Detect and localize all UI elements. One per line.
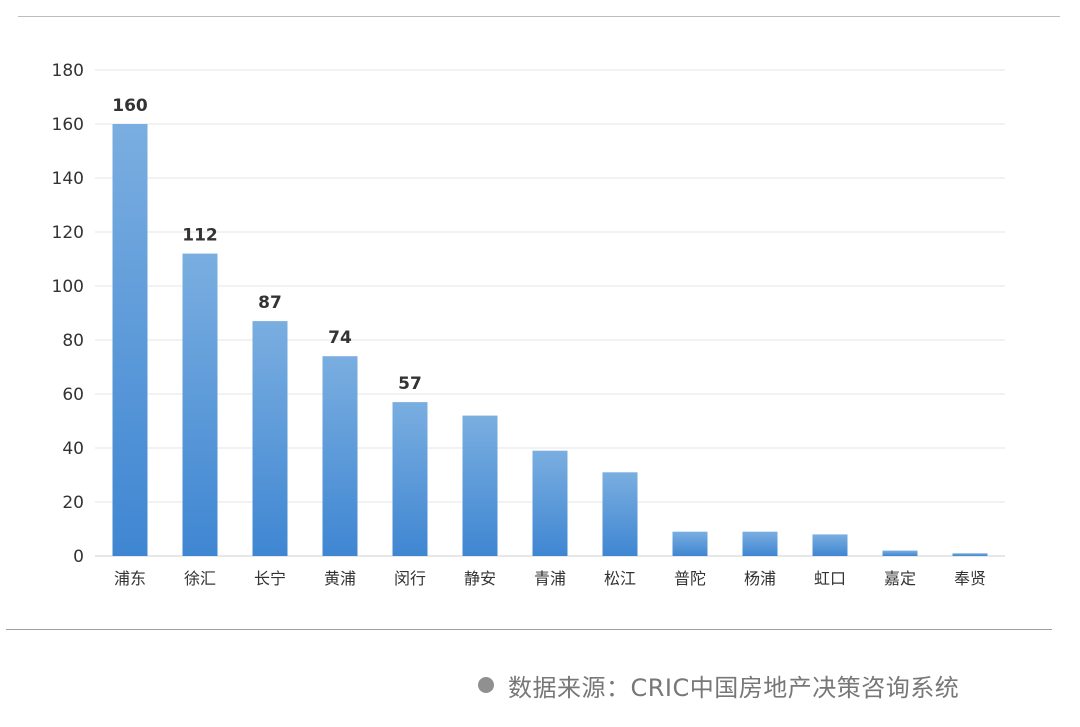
y-tick-label: 0 [73, 547, 84, 567]
x-category-label: 虹口 [814, 569, 846, 588]
y-tick-label: 140 [52, 169, 84, 189]
x-category-label: 杨浦 [744, 569, 776, 588]
x-category-label: 闵行 [394, 569, 426, 588]
x-category-label: 嘉定 [884, 569, 916, 588]
x-category-label: 黄浦 [324, 569, 356, 588]
x-category-label: 长宁 [254, 569, 286, 588]
data-labels: 160 112 87 74 57 [112, 96, 422, 394]
top-divider [18, 16, 1060, 17]
gridlines [95, 69, 1005, 557]
x-axis-labels: 浦东 徐汇 长宁 黄浦 闵行 静安 青浦 松江 普陀 杨浦 虹口 嘉定 奉贤 [114, 569, 986, 588]
bars [112, 124, 988, 556]
bar [532, 450, 568, 556]
y-tick-label: 180 [52, 61, 84, 81]
bar [112, 124, 148, 556]
x-category-label: 浦东 [114, 569, 146, 588]
y-tick-label: 60 [62, 385, 84, 405]
bar [252, 321, 288, 556]
bar [322, 356, 358, 556]
x-category-label: 奉贤 [954, 569, 986, 588]
bar [462, 415, 498, 556]
bar-value-label: 74 [328, 328, 352, 348]
bar [602, 472, 638, 556]
y-tick-label: 120 [52, 223, 84, 243]
x-category-label: 松江 [604, 569, 636, 588]
bar [392, 402, 428, 556]
x-category-label: 普陀 [674, 569, 706, 588]
bar-value-label: 112 [182, 226, 218, 246]
y-tick-label: 80 [62, 331, 84, 351]
bar-value-label: 160 [112, 96, 148, 116]
y-tick-label: 100 [52, 277, 84, 297]
y-tick-label: 20 [62, 493, 84, 513]
bar [882, 550, 918, 556]
source-text: 数据来源：CRIC中国房地产决策咨询系统 [508, 673, 960, 702]
y-tick-label: 40 [62, 439, 84, 459]
x-category-label: 静安 [464, 569, 496, 588]
bar-value-label: 57 [398, 374, 422, 394]
bottom-divider [6, 629, 1052, 630]
x-category-label: 徐汇 [184, 569, 216, 588]
bar [742, 531, 778, 556]
bar [952, 553, 988, 556]
bar-value-label: 87 [258, 293, 282, 313]
bar [182, 253, 218, 556]
x-category-label: 青浦 [534, 569, 566, 588]
y-axis-ticks: 0 20 40 60 80 100 120 140 160 180 [52, 61, 84, 567]
source-note: 数据来源：CRIC中国房地产决策咨询系统 [478, 668, 959, 702]
bar-chart: 0 20 40 60 80 100 120 140 160 180 160 112 87 74 57 浦东… [52, 61, 1005, 588]
bullet-dot-icon [478, 677, 494, 693]
bar [672, 531, 708, 556]
y-tick-label: 160 [52, 115, 84, 135]
bar [812, 534, 848, 556]
